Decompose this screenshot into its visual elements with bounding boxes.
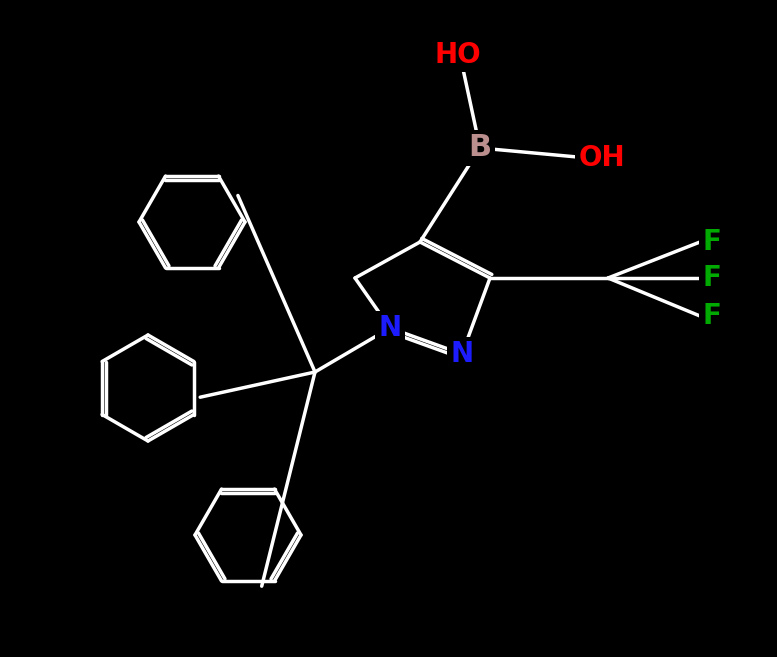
Text: N: N [451,340,473,368]
Text: F: F [702,228,721,256]
Text: F: F [702,264,721,292]
Text: N: N [378,314,402,342]
Text: OH: OH [579,144,625,172]
Text: B: B [469,133,492,162]
Text: F: F [702,302,721,330]
Text: HO: HO [434,41,481,69]
